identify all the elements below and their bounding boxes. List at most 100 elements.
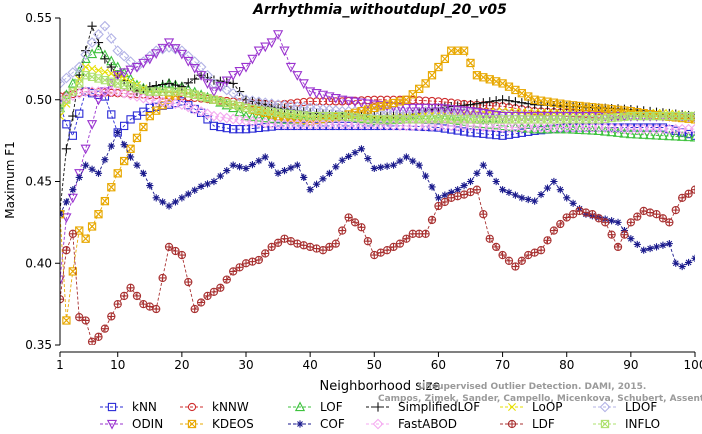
legend-item-ldf: LDF — [500, 417, 555, 431]
data-point-ldf — [652, 210, 661, 219]
x-tick-label: 50 — [367, 358, 382, 372]
data-point-ldf — [485, 234, 494, 243]
y-tick-label: 0.50 — [25, 93, 52, 107]
data-point-ldf — [382, 246, 392, 255]
x-tick-label: 1 — [56, 358, 64, 372]
data-point-ldf — [434, 201, 443, 211]
data-point-ldf — [421, 229, 430, 238]
data-point-cof — [543, 184, 552, 192]
data-point-cof — [88, 165, 96, 173]
data-point-ldf — [184, 277, 193, 287]
data-point-odin — [471, 108, 483, 118]
x-axis-label: Neighborhood size — [320, 379, 441, 394]
data-point-cof — [351, 149, 359, 157]
data-point-cof — [114, 128, 122, 137]
legend-marker-knnw — [187, 402, 197, 412]
data-point-simplifiedlof — [100, 54, 110, 64]
data-point-odin — [285, 62, 297, 73]
data-point-cof — [248, 161, 257, 169]
data-point-cof — [357, 145, 366, 153]
data-point-ldof — [60, 78, 66, 89]
data-point-fastabod — [157, 96, 169, 108]
data-point-ldf — [273, 238, 283, 247]
data-point-lof — [253, 111, 264, 122]
legend-label-fastabod: FastABOD — [398, 417, 457, 431]
data-point-cof — [473, 169, 481, 177]
data-point-knn — [453, 126, 462, 135]
data-point-odin — [202, 79, 213, 89]
data-point-ldf — [325, 242, 334, 252]
data-point-cof — [479, 161, 487, 169]
y-tick-label: 0.35 — [25, 338, 52, 352]
legend-label-loop: LoOP — [532, 400, 563, 414]
data-point-fastabod — [131, 91, 143, 102]
data-point-ldf — [363, 237, 373, 246]
data-point-cof — [383, 162, 391, 170]
data-point-cof — [627, 235, 635, 243]
data-point-ldof — [311, 103, 322, 114]
legend-marker-knn — [107, 402, 117, 412]
data-point-fastabod — [138, 92, 149, 104]
data-point-simplifiedlof — [504, 96, 514, 106]
data-point-knn — [440, 124, 449, 133]
data-point-fastabod — [221, 112, 233, 124]
data-point-ldof — [144, 50, 156, 62]
data-point-odin — [176, 49, 187, 60]
data-point-ldof — [61, 72, 72, 84]
data-point-ldf — [678, 193, 687, 202]
data-point-kdeos — [119, 156, 129, 166]
data-point-odin — [420, 103, 431, 114]
data-point-ldf — [562, 213, 571, 222]
data-point-kdeos — [427, 71, 437, 80]
data-point-lof — [612, 127, 624, 137]
data-point-cof — [210, 177, 218, 186]
data-point-odin — [138, 58, 149, 69]
data-point-odin — [465, 107, 476, 117]
data-point-knn — [68, 131, 77, 140]
data-point-lof — [298, 115, 309, 125]
data-point-ldf — [132, 291, 142, 301]
data-point-simplifiedlof — [177, 82, 187, 92]
data-point-odin — [433, 103, 444, 114]
plot-area — [60, 20, 695, 345]
data-point-kdeos — [113, 169, 122, 178]
data-point-cof — [659, 241, 667, 249]
data-point-ldf — [498, 250, 507, 260]
legend-marker-simplifiedlof — [373, 402, 383, 412]
series-cof — [60, 128, 695, 271]
data-point-lof — [683, 131, 694, 142]
data-point-odin — [362, 99, 373, 110]
x-tick-label: 10 — [110, 358, 125, 372]
data-point-cof — [216, 172, 224, 180]
data-point-fastabod — [182, 101, 194, 113]
data-point-cof — [409, 157, 417, 165]
data-point-lof — [632, 128, 643, 139]
x-tick-label: 100 — [684, 358, 702, 372]
data-point-odin — [394, 103, 406, 113]
data-point-ldof — [182, 50, 194, 62]
data-point-cof — [614, 218, 622, 226]
data-point-cof — [319, 175, 327, 183]
data-point-cof — [569, 199, 577, 207]
axes: 0.35 0.40 0.45 0.50 0.55 1 10 20 30 40 50 60 70 80 90 1… — [25, 11, 702, 372]
data-point-fastabod — [202, 108, 213, 120]
data-point-knn — [164, 100, 174, 109]
x-tick-label: 80 — [559, 358, 574, 372]
data-point-fastabod — [189, 103, 201, 115]
data-point-cof — [556, 186, 564, 194]
data-point-kdeos — [75, 226, 84, 235]
data-point-cof — [146, 181, 154, 190]
data-point-ldf — [633, 212, 642, 221]
data-point-odin — [183, 56, 194, 67]
data-point-cof — [171, 198, 180, 206]
data-point-knn — [119, 121, 129, 131]
data-point-knn — [472, 128, 482, 138]
data-point-simplifiedlof — [491, 96, 501, 106]
data-point-ldf — [126, 283, 135, 292]
data-point-ldf — [62, 246, 71, 255]
data-point-lof — [677, 131, 688, 141]
data-point-cof — [466, 177, 475, 186]
data-point-ldf — [402, 234, 411, 243]
series-line-fastabod — [60, 91, 695, 130]
